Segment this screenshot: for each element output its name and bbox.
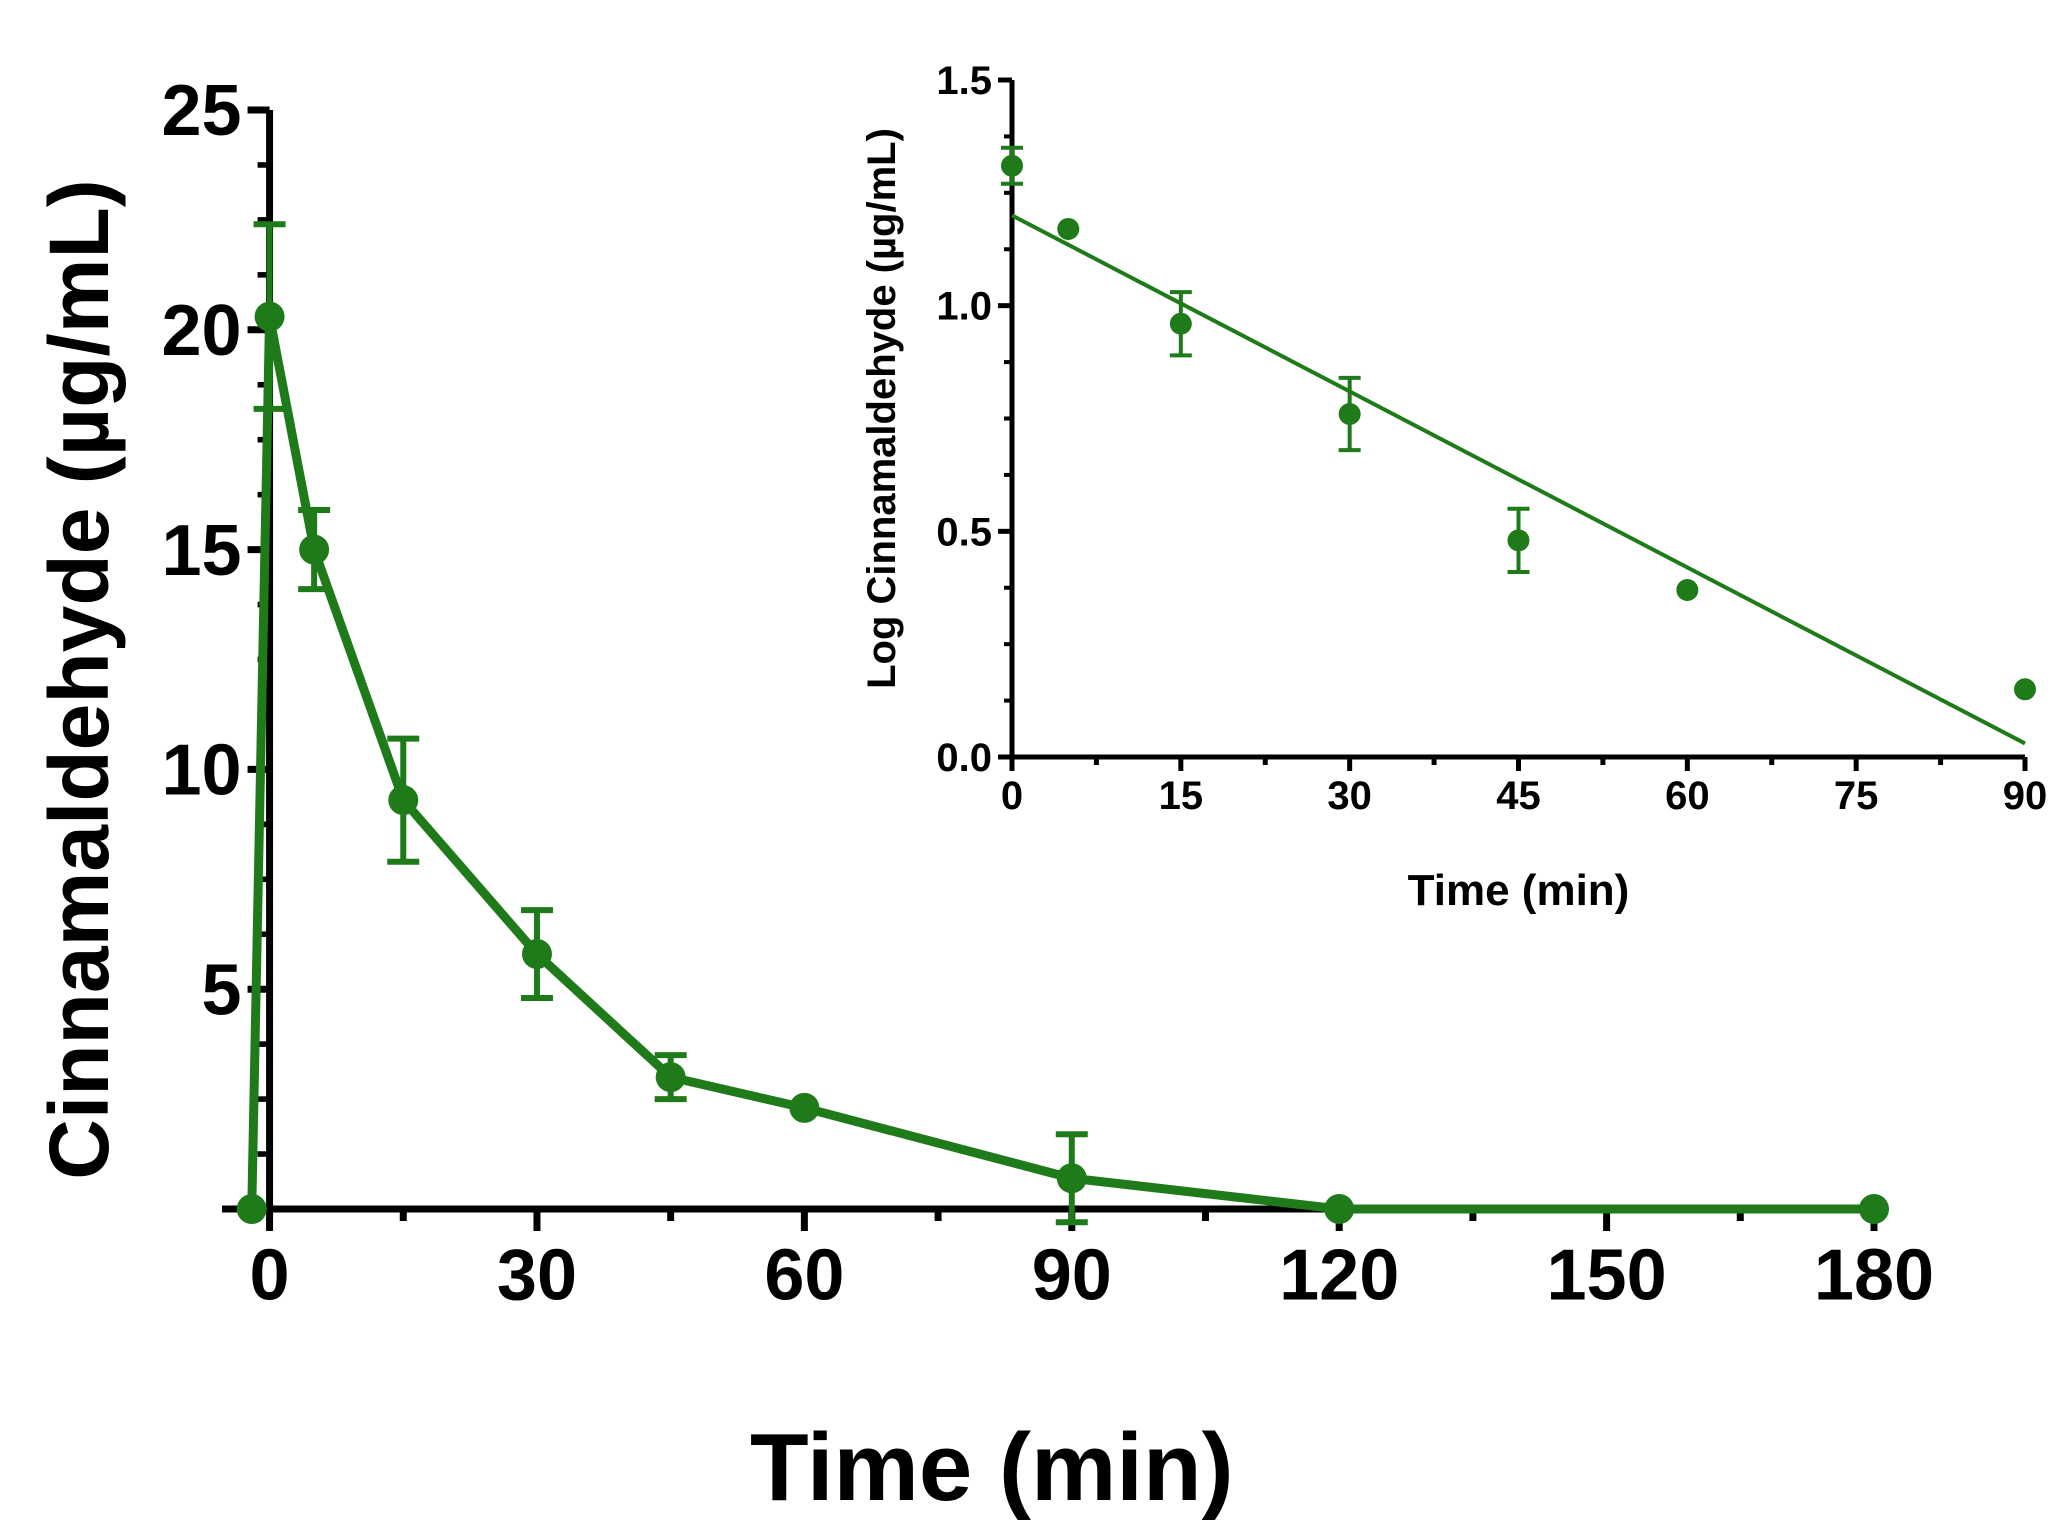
y-axis-title: Cinnamaldehyde (µg/mL) bbox=[32, 179, 126, 1180]
y-axis-title: Log Cinnamaldehyde (µg/mL) bbox=[860, 128, 904, 689]
data-point bbox=[1056, 1163, 1087, 1194]
data-point bbox=[236, 1194, 267, 1224]
x-tick-label: 0 bbox=[250, 1235, 290, 1315]
x-tick-label: 120 bbox=[1279, 1235, 1399, 1315]
x-axis-title: Time (min) bbox=[1408, 866, 1630, 915]
x-tick-label: 60 bbox=[764, 1235, 844, 1315]
data-point bbox=[254, 301, 285, 332]
regression-line bbox=[1011, 213, 2026, 746]
data-point bbox=[299, 534, 330, 565]
x-tick-label: 90 bbox=[2003, 774, 2048, 818]
y-tick-label: 25 bbox=[161, 71, 241, 151]
data-point bbox=[388, 785, 419, 816]
data-point bbox=[1676, 579, 1699, 602]
data-point bbox=[1057, 217, 1080, 240]
y-tick-label: 10 bbox=[161, 731, 241, 811]
x-tick-label: 45 bbox=[1496, 774, 1541, 818]
x-tick-label: 60 bbox=[1665, 774, 1710, 818]
x-tick-label: 90 bbox=[1032, 1235, 1112, 1315]
y-tick-label: 20 bbox=[161, 291, 241, 371]
x-tick-label: 15 bbox=[1159, 774, 1204, 818]
y-tick-label: 5 bbox=[202, 950, 242, 1030]
y-tick-label: 0.5 bbox=[936, 510, 992, 554]
series-line bbox=[247, 312, 1874, 1214]
data-point bbox=[789, 1092, 820, 1123]
x-tick-label: 30 bbox=[1327, 774, 1372, 818]
data-point bbox=[521, 939, 552, 970]
data-point bbox=[1507, 529, 1530, 552]
x-tick-label: 180 bbox=[1814, 1235, 1934, 1315]
y-tick-label: 1.5 bbox=[936, 59, 992, 103]
x-axis-title: Time (min) bbox=[750, 1414, 1234, 1521]
y-tick-label: 0.0 bbox=[936, 736, 992, 780]
data-point bbox=[1169, 312, 1192, 335]
data-point bbox=[1859, 1194, 1889, 1224]
data-point bbox=[2014, 678, 2036, 701]
x-tick-label: 0 bbox=[1001, 774, 1023, 818]
data-point bbox=[1324, 1194, 1355, 1224]
inset-chart: 0 15 30 45 60 75 90 0.0 0.5 1.0 1.5 Time (min) Log C… bbox=[860, 59, 2047, 915]
data-point bbox=[1338, 402, 1361, 425]
y-tick-label: 15 bbox=[161, 511, 241, 591]
x-tick-label: 150 bbox=[1547, 1235, 1667, 1315]
x-tick-label: 30 bbox=[497, 1235, 577, 1315]
y-tick-label: 1.0 bbox=[936, 285, 992, 329]
data-point bbox=[655, 1062, 686, 1093]
data-point bbox=[1001, 154, 1023, 177]
x-tick-label: 75 bbox=[1834, 774, 1879, 818]
